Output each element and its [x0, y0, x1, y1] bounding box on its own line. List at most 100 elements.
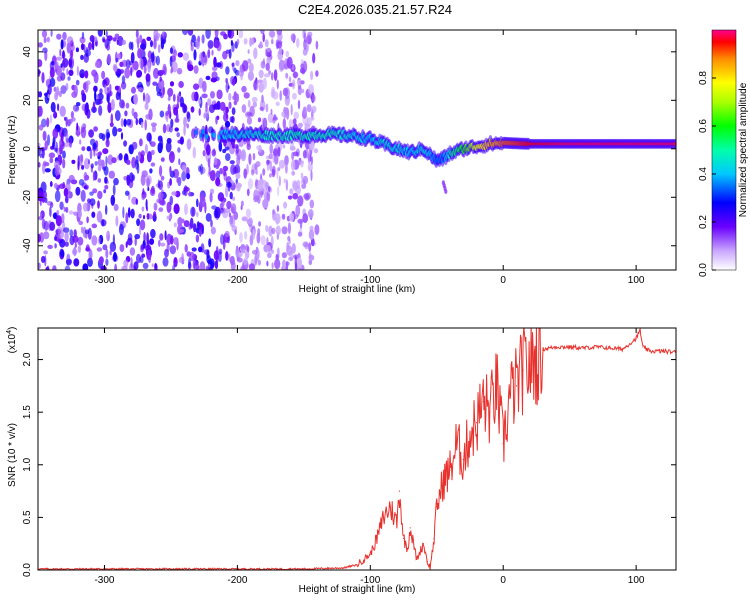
noise-blob	[174, 117, 180, 123]
noise-blob	[243, 257, 248, 265]
noise-blob	[104, 176, 108, 184]
noise-blob	[296, 37, 300, 48]
noise-blob	[233, 100, 238, 106]
noise-blob	[169, 56, 173, 68]
noise-blob	[297, 99, 301, 110]
noise-blob	[50, 202, 54, 208]
noise-blob	[258, 82, 264, 93]
noise-blob	[147, 186, 150, 192]
noise-blob	[221, 200, 225, 207]
noise-blob	[141, 206, 145, 212]
noise-blob	[228, 101, 232, 110]
noise-blob	[235, 60, 240, 67]
noise-blob	[67, 186, 70, 199]
noise-blob	[141, 194, 145, 201]
noise-blob	[51, 60, 55, 66]
noise-blob	[137, 37, 140, 50]
colorbar-axes: 0.0 0.2 0.4 0.6 0.8	[698, 71, 716, 277]
noise-blob	[105, 155, 108, 167]
noise-blob	[77, 210, 82, 218]
noise-blob	[315, 70, 319, 77]
noise-blob	[205, 30, 211, 39]
noise-blob	[202, 51, 206, 58]
noise-blob	[190, 106, 195, 113]
snr-point	[303, 568, 305, 570]
noise-blob	[211, 149, 217, 157]
noise-blob	[183, 185, 188, 197]
noise-blob	[86, 146, 92, 152]
noise-blob	[162, 257, 169, 267]
noise-blob	[262, 33, 266, 43]
noise-blob	[238, 69, 245, 77]
noise-blob	[59, 105, 66, 117]
noise-blob	[101, 70, 106, 80]
noise-blob	[255, 169, 258, 175]
noise-blob	[234, 164, 241, 175]
spectrogram-xtick-label: -300	[94, 275, 114, 286]
noise-blob	[236, 93, 240, 102]
noise-blob	[199, 195, 206, 208]
noise-blob	[289, 251, 294, 262]
noise-blob	[225, 81, 230, 93]
noise-blob	[211, 49, 214, 56]
noise-blob	[143, 92, 145, 102]
noise-blob	[119, 99, 125, 109]
noise-blob	[254, 163, 258, 171]
noise-blob	[82, 263, 89, 270]
noise-blob	[98, 151, 102, 156]
noise-blob	[262, 198, 269, 209]
noise-blob	[73, 258, 80, 267]
noise-blob	[94, 60, 101, 68]
noise-blob	[267, 113, 274, 123]
noise-blob	[238, 252, 243, 258]
noise-blob	[114, 110, 121, 122]
noise-blob	[123, 140, 128, 147]
noise-blob	[40, 212, 43, 219]
noise-blob	[102, 148, 109, 155]
snr-point	[628, 343, 631, 345]
noise-blob	[304, 193, 310, 201]
noise-blob	[75, 47, 79, 53]
noise-blob	[76, 122, 79, 132]
signal-point	[204, 134, 209, 140]
noise-blob	[202, 150, 206, 157]
noise-blob	[273, 114, 277, 119]
noise-blob	[285, 72, 289, 79]
noise-blob	[122, 206, 125, 219]
noise-blob	[137, 48, 142, 59]
noise-blob	[97, 30, 103, 37]
noise-blob	[131, 60, 134, 73]
noise-blob	[158, 192, 164, 201]
noise-blob	[94, 98, 101, 106]
noise-blob	[182, 52, 189, 61]
noise-blob	[152, 81, 158, 86]
noise-blob	[286, 56, 293, 69]
noise-blob	[231, 62, 235, 67]
noise-blob	[64, 241, 69, 247]
noise-blob	[65, 258, 72, 266]
noise-blob	[97, 200, 100, 209]
noise-blob	[166, 243, 170, 253]
noise-blob	[180, 96, 184, 108]
noise-blob	[183, 220, 190, 228]
noise-blob	[84, 70, 89, 79]
noise-blob	[54, 164, 59, 177]
noise-blob	[297, 231, 303, 237]
noise-blob	[113, 203, 119, 212]
noise-blob	[191, 34, 196, 43]
noise-blob	[43, 231, 50, 240]
noise-blob	[225, 66, 230, 75]
noise-blob	[207, 157, 211, 168]
noise-blob	[49, 181, 53, 187]
snr-point	[406, 548, 409, 550]
snr-point	[482, 401, 484, 403]
noise-blob	[310, 116, 315, 121]
noise-blob	[252, 152, 256, 161]
noise-blob	[69, 229, 74, 237]
noise-blob	[199, 163, 204, 176]
noise-blob	[54, 147, 58, 152]
snr-ytick-label: 0.5	[22, 510, 33, 524]
noise-blob	[48, 152, 56, 159]
noise-blob	[62, 58, 69, 68]
